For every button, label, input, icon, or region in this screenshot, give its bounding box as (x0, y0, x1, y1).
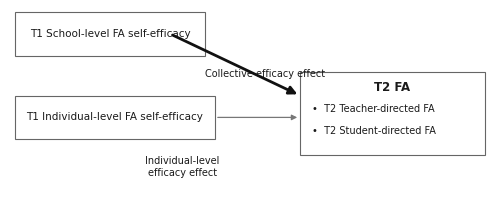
Text: •  T2 Teacher-directed FA: • T2 Teacher-directed FA (312, 104, 435, 114)
Text: T1 Individual-level FA self-efficacy: T1 Individual-level FA self-efficacy (26, 112, 204, 122)
Bar (300, 72, 485, 155)
Bar (15, 96, 215, 139)
Text: T1 School-level FA self-efficacy: T1 School-level FA self-efficacy (30, 29, 190, 39)
Text: Collective efficacy effect: Collective efficacy effect (205, 69, 325, 79)
Text: Individual-level
efficacy effect: Individual-level efficacy effect (146, 156, 220, 178)
Text: •  T2 Student-directed FA: • T2 Student-directed FA (312, 126, 436, 136)
Text: T2 FA: T2 FA (374, 81, 410, 94)
Bar (15, 12, 205, 56)
